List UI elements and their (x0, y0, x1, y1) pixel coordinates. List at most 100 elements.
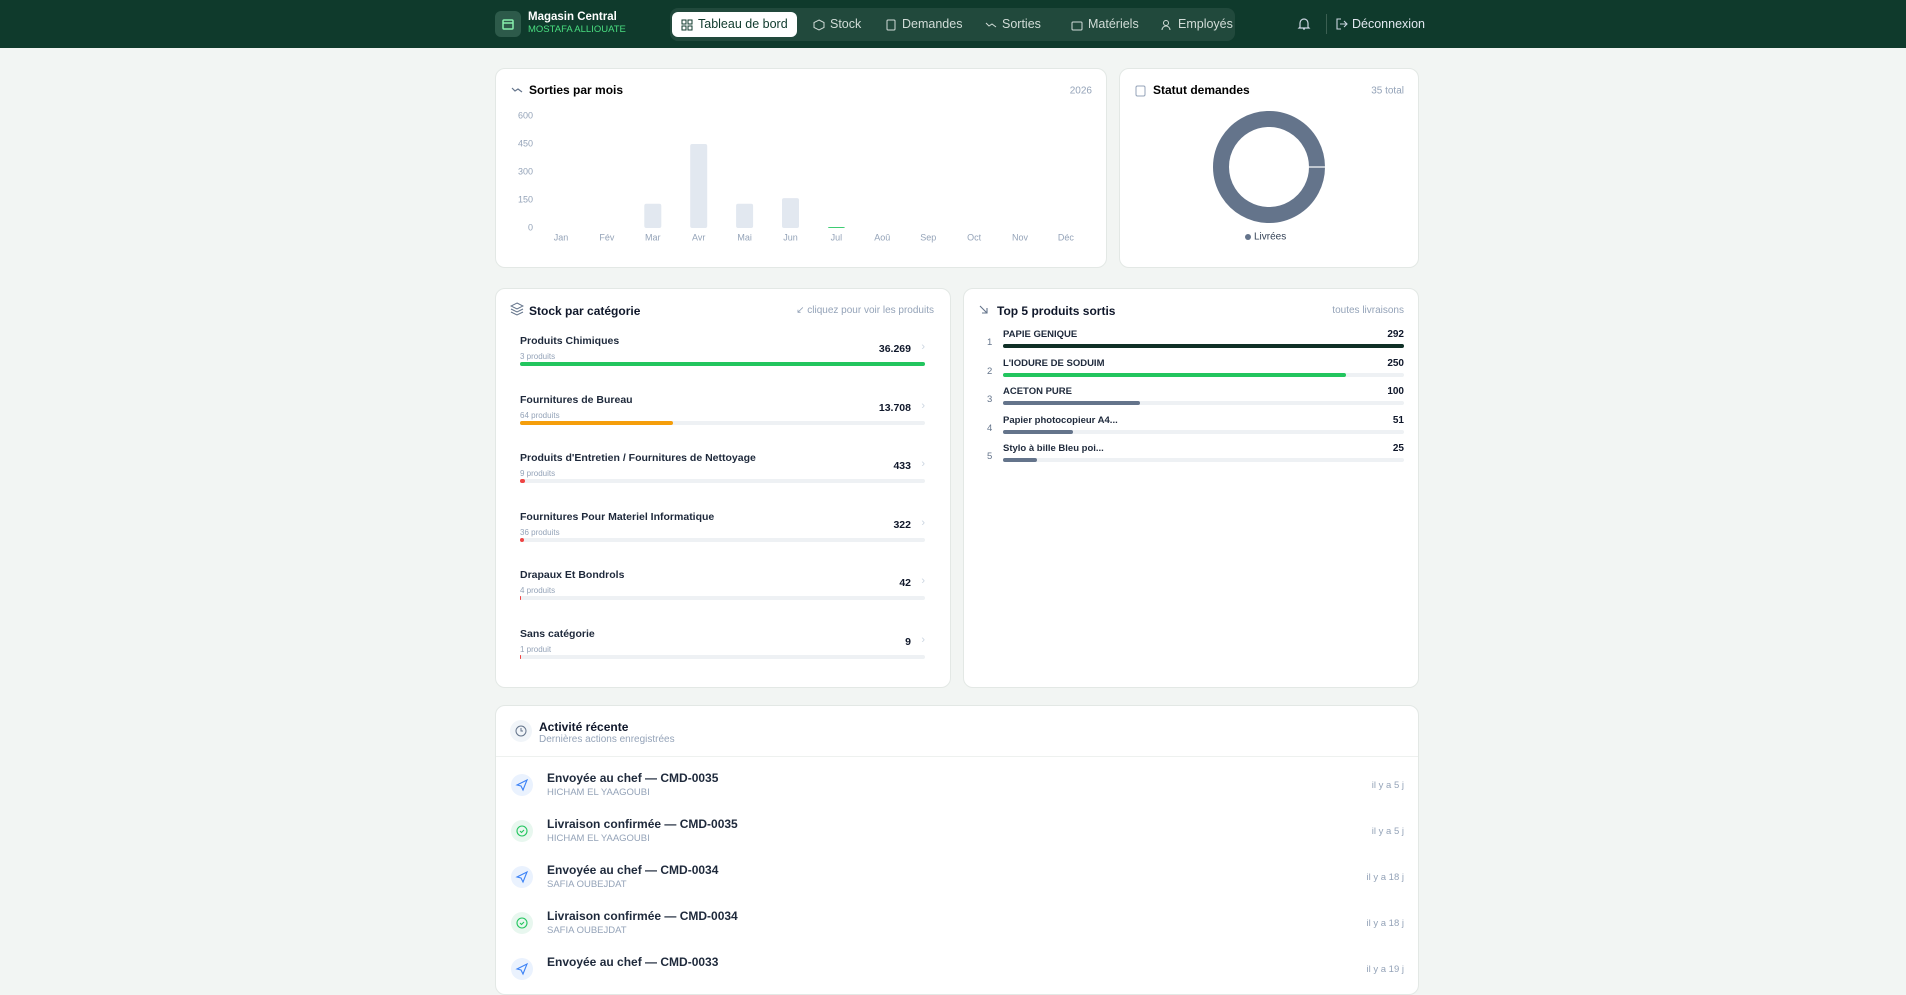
chevron: › (921, 400, 925, 412)
category-row[interactable]: Fournitures Pour Materiel Informatique 36… (520, 507, 925, 565)
x-tick-label: Mar (645, 232, 661, 242)
nav-icon (1161, 19, 1173, 31)
legend-label: Livrées (1254, 232, 1286, 243)
category-name: Sans catégorie (520, 628, 595, 640)
title: Top 5 produits sortis (997, 304, 1115, 318)
subtitle: toutes livraisons (1332, 305, 1404, 316)
logout[interactable]: Déconnexion (1336, 17, 1425, 31)
product-value: 51 (1393, 415, 1404, 426)
nav-item[interactable]: Employés (1152, 12, 1241, 37)
bell[interactable] (1296, 16, 1312, 32)
activity-time: il y a 19 j (1367, 964, 1405, 975)
activity-time: il y a 18 j (1367, 918, 1405, 929)
stock-card: Stock par catégorie ↙ cliquez pour voir … (495, 288, 951, 688)
page: Magasin Central MOSTAFA ALLIOUATE Tablea… (0, 0, 1906, 967)
x-tick-label: Avr (692, 232, 705, 242)
category-name: Fournitures Pour Materiel Informatique (520, 511, 714, 523)
bar-track (520, 538, 925, 542)
activity-card: Activité récente Dernières actions enreg… (495, 705, 1419, 995)
bar-track (1003, 401, 1404, 405)
category-name: Produits Chimiques (520, 335, 619, 347)
nav-item[interactable]: Matériels (1062, 12, 1147, 37)
bar (690, 144, 707, 228)
subtitle: Dernières actions enregistrées (539, 734, 675, 745)
category-name: Produits d'Entretien / Fournitures de Ne… (520, 452, 756, 464)
chevron: › (921, 634, 925, 646)
y-tick-label: 600 (518, 110, 533, 120)
nav-icon (681, 19, 693, 31)
total: 35 total (1371, 86, 1404, 97)
header: Magasin Central MOSTAFA ALLIOUATE Tablea… (0, 0, 1906, 48)
bar-track (520, 596, 925, 600)
bar-track (1003, 430, 1404, 434)
category-value: 9 (905, 636, 911, 648)
bar (1003, 430, 1073, 434)
hint-text: cliquez pour voir les produits (807, 305, 934, 316)
product-value: 25 (1393, 443, 1404, 454)
bar (1003, 344, 1404, 348)
category-count: 36 produits (520, 528, 560, 537)
y-tick-label: 450 (518, 138, 533, 148)
rank: 4 (987, 423, 992, 434)
x-tick-label: Oct (967, 232, 982, 242)
divider (1326, 14, 1327, 34)
x-tick-label: Fév (599, 232, 615, 242)
chevron: › (921, 517, 925, 529)
activity-title: Envoyée au chef — CMD-0035 (547, 771, 718, 785)
bar-track (520, 362, 925, 366)
bar-track (1003, 344, 1404, 348)
activity-title: Livraison confirmée — CMD-0034 (547, 909, 738, 923)
title: Statut demandes (1153, 83, 1250, 97)
title: Sorties par mois (529, 83, 623, 97)
bar-track (520, 421, 925, 425)
legend-dot (1245, 234, 1251, 240)
rank: 3 (987, 394, 992, 405)
donut-chart: Statut demandes 35 total Livrées (1120, 69, 1419, 268)
bar (520, 538, 524, 542)
title: Activité récente (539, 720, 628, 734)
bar (736, 204, 753, 228)
category-value: 322 (893, 519, 911, 531)
nav-icon (985, 19, 997, 31)
x-tick-label: Jun (783, 232, 798, 242)
activity-icon (511, 774, 533, 796)
activity-icon (511, 912, 533, 934)
product-name: PAPIE GENIQUE (1003, 329, 1077, 340)
donut-segment (1221, 119, 1317, 215)
chevron: › (921, 575, 925, 587)
rank: 2 (987, 366, 992, 377)
category-count: 3 produits (520, 352, 555, 361)
chevron: › (921, 458, 925, 470)
category-value: 13.708 (879, 402, 911, 414)
product-value: 250 (1387, 358, 1404, 369)
top-card: Top 5 produits sortis toutes livraisons … (963, 288, 1419, 688)
category-count: 64 produits (520, 411, 560, 420)
activity-icon (511, 958, 533, 980)
category-count: 4 produits (520, 586, 555, 595)
nav-item[interactable]: Stock (804, 12, 869, 37)
category-value: 36.269 (879, 343, 911, 355)
nav-item[interactable]: Tableau de bord (672, 12, 797, 37)
product-name: L'IODURE DE SODUIM (1003, 358, 1105, 369)
nav-item[interactable]: Sorties (976, 12, 1049, 37)
activity-person: SAFIA OUBEJDAT (547, 925, 627, 936)
bar (1003, 401, 1140, 405)
x-tick-label: Jan (554, 232, 569, 242)
y-tick-label: 300 (518, 166, 533, 176)
category-row[interactable]: Produits d'Entretien / Fournitures de Ne… (520, 448, 925, 506)
nav-item[interactable]: Demandes (876, 12, 970, 37)
bar (520, 421, 673, 425)
activity-row: Livraison confirmée — CMD-0034 SAFIA OUBE… (496, 904, 1418, 950)
activity-icon (511, 820, 533, 842)
product-value: 100 (1387, 386, 1404, 397)
divider (496, 756, 1418, 757)
title: Stock par catégorie (529, 304, 640, 318)
activity-icon (511, 866, 533, 888)
bar (828, 227, 845, 228)
